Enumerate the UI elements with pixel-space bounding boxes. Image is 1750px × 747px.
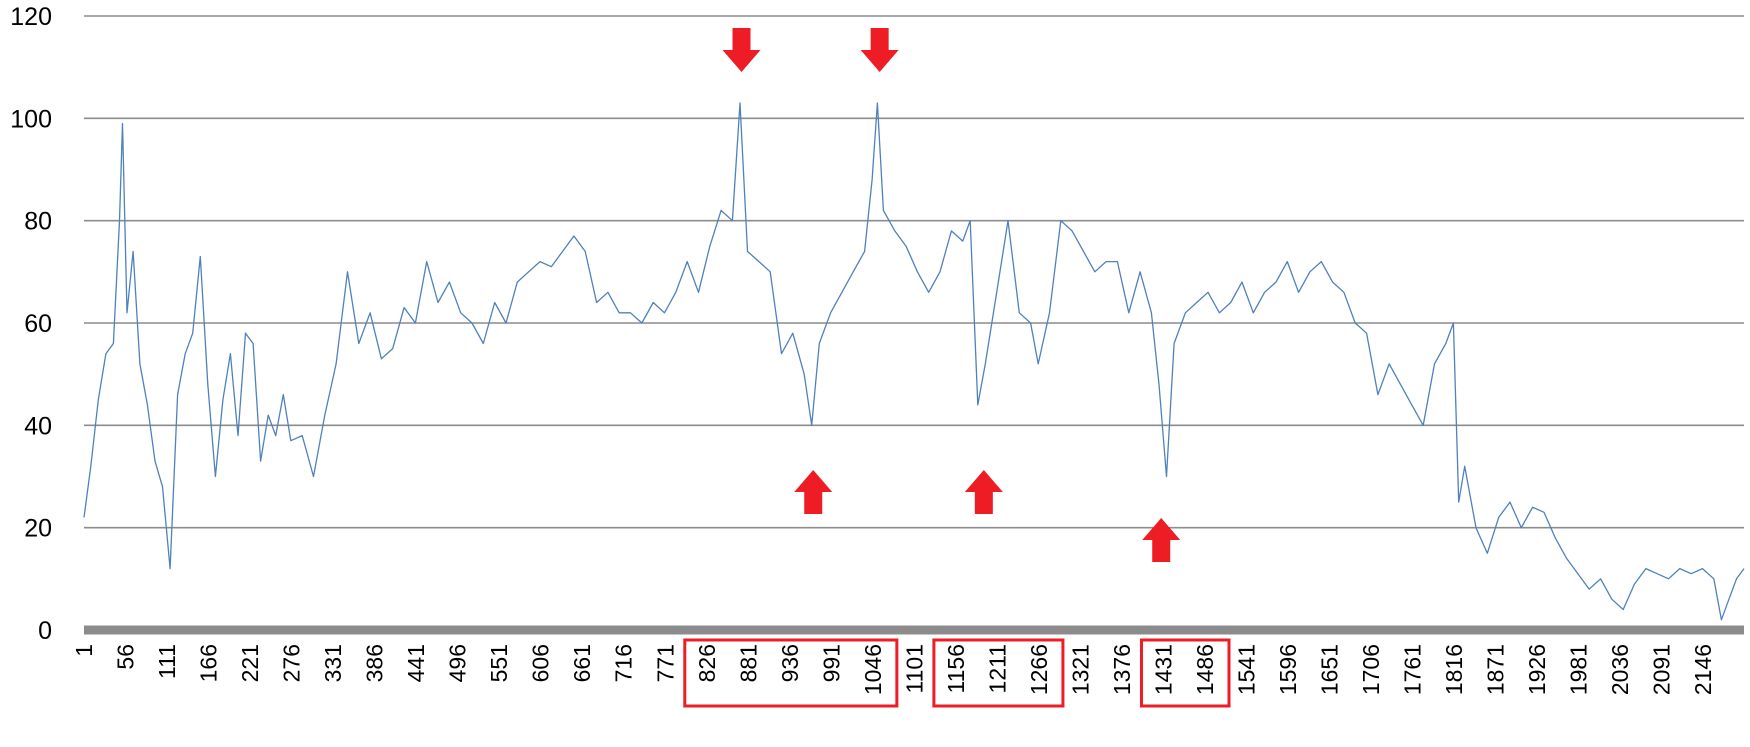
y-tick-label: 40 <box>24 412 52 440</box>
y-tick-label: 80 <box>24 208 52 236</box>
x-tick-label: 1761 <box>1400 644 1426 695</box>
up-arrow-3 <box>1142 518 1181 562</box>
x-tick-label: 1706 <box>1358 644 1384 695</box>
x-tick-label: 1596 <box>1275 644 1301 695</box>
x-tick-label: 441 <box>403 644 429 682</box>
x-tick-label: 936 <box>777 644 803 682</box>
x-tick-label: 2146 <box>1690 644 1716 695</box>
y-tick-label: 20 <box>24 515 52 543</box>
x-tick-label: 826 <box>694 644 720 682</box>
x-tick-label: 551 <box>486 644 512 682</box>
gridlines <box>84 15 1744 529</box>
highlight-box-1 <box>683 638 899 708</box>
y-tick-label: 100 <box>10 105 52 133</box>
x-tick-label: 56 <box>113 644 139 670</box>
x-tick-label: 1486 <box>1192 644 1218 695</box>
up-arrow-1 <box>794 470 833 514</box>
down-arrow-2 <box>860 28 899 72</box>
x-tick-label: 661 <box>569 644 595 682</box>
x-tick-label: 1816 <box>1441 644 1467 695</box>
y-tick-label: 120 <box>10 3 52 31</box>
up-arrow-2 <box>964 470 1003 514</box>
x-tick-label: 2036 <box>1607 644 1633 695</box>
x-tick-label: 991 <box>818 644 844 682</box>
x-tick-label: 1321 <box>1067 644 1093 695</box>
x-tick-label: 166 <box>196 644 222 682</box>
x-tick-label: 1046 <box>860 644 886 695</box>
x-tick-label: 221 <box>237 644 263 682</box>
x-tick-label: 496 <box>445 644 471 682</box>
highlight-box-2 <box>932 638 1065 708</box>
x-tick-label: 1431 <box>1150 644 1176 695</box>
y-tick-label: 0 <box>38 617 52 645</box>
x-tick-label: 771 <box>652 644 678 682</box>
annotations <box>683 28 1231 708</box>
x-tick-label: 1981 <box>1566 644 1592 695</box>
x-tick-label: 1651 <box>1317 644 1343 695</box>
x-tick-label: 1266 <box>1026 644 1052 695</box>
x-tick-label: 1541 <box>1234 644 1260 695</box>
x-tick-label: 2091 <box>1649 644 1675 695</box>
y-tick-label: 60 <box>24 310 52 338</box>
highlight-box-3 <box>1139 638 1231 708</box>
series-line-1 <box>83 102 1745 621</box>
x-tick-label: 1211 <box>984 644 1010 693</box>
x-tick-label: 1 <box>71 644 97 657</box>
y-axis-ticks: 0 20 40 60 80 100 120 <box>10 3 52 645</box>
x-tick-label: 1376 <box>1109 644 1135 695</box>
x-tick-label: 276 <box>279 644 305 682</box>
x-tick-label: 1926 <box>1524 644 1550 695</box>
x-tick-label: 111 <box>154 644 180 679</box>
x-tick-label: 606 <box>528 644 554 682</box>
x-tick-label: 881 <box>735 644 761 682</box>
x-tick-label: 386 <box>362 644 388 682</box>
x-tick-label: 1156 <box>943 644 969 693</box>
x-tick-label: 1101 <box>901 644 927 693</box>
x-axis-ticks: 1 56 111 166 221 276 331 386 441 496 551 606 661 716 7… <box>71 644 1716 695</box>
down-arrow-1 <box>722 28 761 72</box>
x-tick-label: 1871 <box>1483 644 1509 695</box>
series-layer <box>83 102 1745 621</box>
x-tick-label: 331 <box>320 644 346 682</box>
x-tick-label: 716 <box>611 644 637 682</box>
